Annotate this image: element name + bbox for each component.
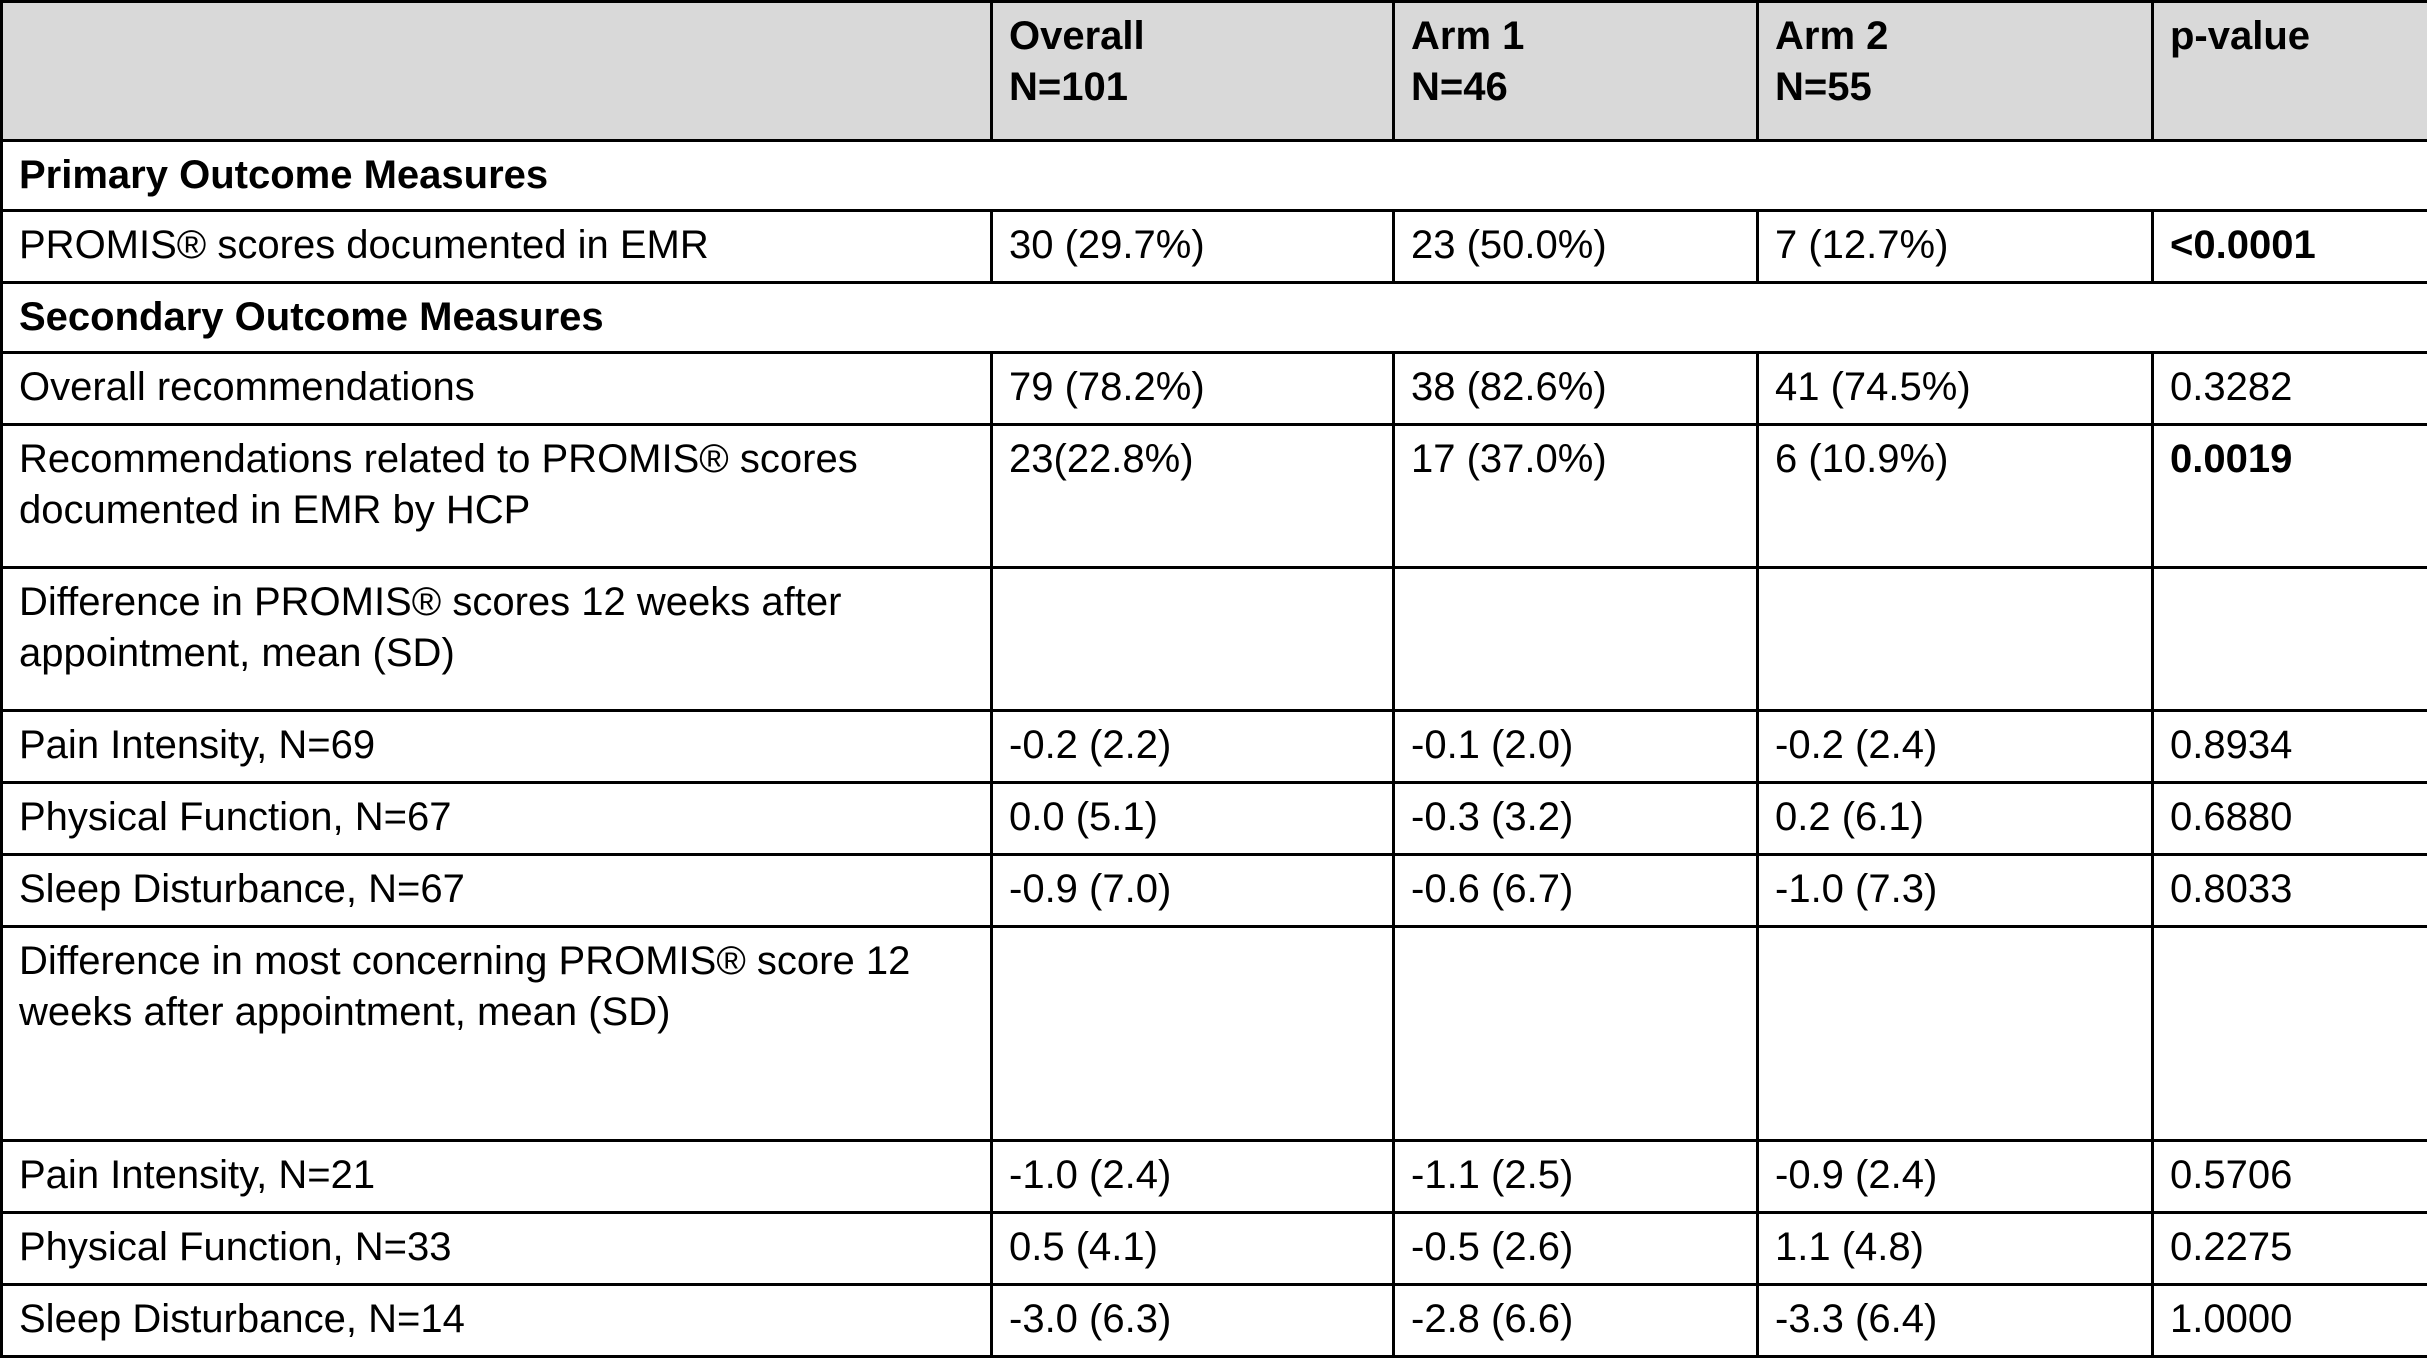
cell-overall: -0.9 (7.0) — [992, 855, 1394, 927]
row-label: PROMIS® scores documented in EMR — [2, 211, 992, 283]
cell-arm2: 6 (10.9%) — [1758, 425, 2153, 568]
row-overall-recommendations: Overall recommendations 79 (78.2%) 38 (8… — [2, 353, 2427, 425]
cell-arm2: 1.1 (4.8) — [1758, 1213, 2153, 1285]
row-pain-intensity-n21: Pain Intensity, N=21 -1.0 (2.4) -1.1 (2.… — [2, 1141, 2427, 1213]
header-arm1-title: Arm 1 — [1411, 11, 1740, 62]
cell-overall: 23(22.8%) — [992, 425, 1394, 568]
header-overall: Overall N=101 — [992, 2, 1394, 141]
row-label: Pain Intensity, N=21 — [2, 1141, 992, 1213]
cell-arm1: -2.8 (6.6) — [1394, 1285, 1758, 1357]
row-label: Overall recommendations — [2, 353, 992, 425]
row-physical-function-n67: Physical Function, N=67 0.0 (5.1) -0.3 (… — [2, 783, 2427, 855]
cell-pvalue — [2153, 568, 2427, 711]
row-label: Physical Function, N=67 — [2, 783, 992, 855]
cell-arm1: -1.1 (2.5) — [1394, 1141, 1758, 1213]
cell-arm1 — [1394, 568, 1758, 711]
cell-overall — [992, 927, 1394, 1141]
cell-arm2: -0.9 (2.4) — [1758, 1141, 2153, 1213]
cell-arm1: -0.1 (2.0) — [1394, 711, 1758, 783]
section-label-primary: Primary Outcome Measures — [2, 141, 2427, 211]
row-difference-most-concerning: Difference in most concerning PROMIS® sc… — [2, 927, 2427, 1141]
cell-arm2 — [1758, 927, 2153, 1141]
cell-overall: 0.5 (4.1) — [992, 1213, 1394, 1285]
row-physical-function-n33: Physical Function, N=33 0.5 (4.1) -0.5 (… — [2, 1213, 2427, 1285]
cell-pvalue — [2153, 927, 2427, 1141]
row-label: Sleep Disturbance, N=67 — [2, 855, 992, 927]
row-pain-intensity-n69: Pain Intensity, N=69 -0.2 (2.2) -0.1 (2.… — [2, 711, 2427, 783]
cell-arm2 — [1758, 568, 2153, 711]
cell-pvalue: 0.5706 — [2153, 1141, 2427, 1213]
row-label: Difference in most concerning PROMIS® sc… — [2, 927, 992, 1141]
cell-arm2: 0.2 (6.1) — [1758, 783, 2153, 855]
row-label: Difference in PROMIS® scores 12 weeks af… — [2, 568, 992, 711]
row-label: Physical Function, N=33 — [2, 1213, 992, 1285]
header-pvalue-title: p-value — [2170, 11, 2411, 62]
cell-overall: -3.0 (6.3) — [992, 1285, 1394, 1357]
cell-overall: -1.0 (2.4) — [992, 1141, 1394, 1213]
cell-overall: -0.2 (2.2) — [992, 711, 1394, 783]
cell-arm1: -0.6 (6.7) — [1394, 855, 1758, 927]
header-arm1-n: N=46 — [1411, 62, 1740, 113]
row-label: Pain Intensity, N=69 — [2, 711, 992, 783]
cell-arm2: -0.2 (2.4) — [1758, 711, 2153, 783]
cell-overall — [992, 568, 1394, 711]
section-label-secondary: Secondary Outcome Measures — [2, 283, 2427, 353]
cell-arm1 — [1394, 927, 1758, 1141]
row-difference-promis-12wk: Difference in PROMIS® scores 12 weeks af… — [2, 568, 2427, 711]
header-spacer-cell — [2, 2, 992, 141]
section-row-primary: Primary Outcome Measures — [2, 141, 2427, 211]
cell-arm1: 38 (82.6%) — [1394, 353, 1758, 425]
cell-arm1: -0.5 (2.6) — [1394, 1213, 1758, 1285]
header-row: Overall N=101 Arm 1 N=46 Arm 2 N=55 p-va… — [2, 2, 2427, 141]
cell-pvalue: 0.8033 — [2153, 855, 2427, 927]
cell-pvalue: 0.0019 — [2153, 425, 2427, 568]
section-row-secondary: Secondary Outcome Measures — [2, 283, 2427, 353]
cell-overall: 30 (29.7%) — [992, 211, 1394, 283]
row-promis-scores-emr: PROMIS® scores documented in EMR 30 (29.… — [2, 211, 2427, 283]
header-pvalue: p-value — [2153, 2, 2427, 141]
cell-pvalue: 0.3282 — [2153, 353, 2427, 425]
cell-arm1: 17 (37.0%) — [1394, 425, 1758, 568]
cell-pvalue: 1.0000 — [2153, 1285, 2427, 1357]
cell-overall: 0.0 (5.1) — [992, 783, 1394, 855]
header-arm2-n: N=55 — [1775, 62, 2135, 113]
cell-arm2: 7 (12.7%) — [1758, 211, 2153, 283]
header-arm2-title: Arm 2 — [1775, 11, 2135, 62]
row-sleep-disturbance-n14: Sleep Disturbance, N=14 -3.0 (6.3) -2.8 … — [2, 1285, 2427, 1357]
row-label: Recommendations related to PROMIS® score… — [2, 425, 992, 568]
header-arm2: Arm 2 N=55 — [1758, 2, 2153, 141]
row-label: Sleep Disturbance, N=14 — [2, 1285, 992, 1357]
cell-arm2: -3.3 (6.4) — [1758, 1285, 2153, 1357]
header-arm1: Arm 1 N=46 — [1394, 2, 1758, 141]
header-overall-title: Overall — [1009, 11, 1376, 62]
cell-pvalue: 0.2275 — [2153, 1213, 2427, 1285]
cell-overall: 79 (78.2%) — [992, 353, 1394, 425]
cell-arm1: 23 (50.0%) — [1394, 211, 1758, 283]
cell-arm2: 41 (74.5%) — [1758, 353, 2153, 425]
cell-pvalue: 0.6880 — [2153, 783, 2427, 855]
cell-pvalue: 0.8934 — [2153, 711, 2427, 783]
cell-arm2: -1.0 (7.3) — [1758, 855, 2153, 927]
cell-pvalue: <0.0001 — [2153, 211, 2427, 283]
header-overall-n: N=101 — [1009, 62, 1376, 113]
cell-arm1: -0.3 (3.2) — [1394, 783, 1758, 855]
row-sleep-disturbance-n67: Sleep Disturbance, N=67 -0.9 (7.0) -0.6 … — [2, 855, 2427, 927]
row-recommendations-promis-hcp: Recommendations related to PROMIS® score… — [2, 425, 2427, 568]
